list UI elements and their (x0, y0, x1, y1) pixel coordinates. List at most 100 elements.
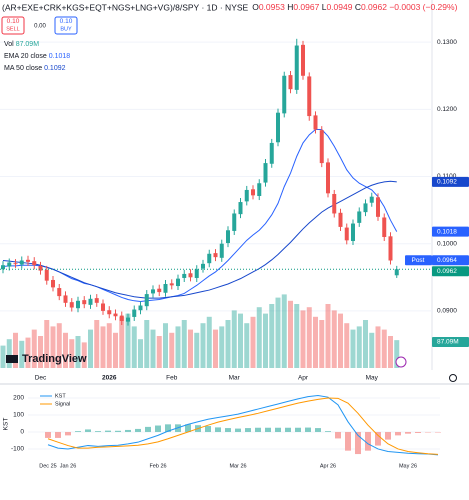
x-tick-label: 2026 (102, 375, 117, 382)
candle-body (57, 288, 62, 297)
candle-body (1, 265, 5, 270)
legend-label: KST (55, 393, 66, 399)
histogram-bar (215, 427, 221, 432)
logo: TradingView (22, 353, 87, 365)
volume-bar (288, 300, 293, 368)
candle-body (307, 76, 312, 117)
y-tick-label: 0.1100 (437, 173, 457, 180)
ohlc-key: L (322, 2, 327, 12)
x-tick-label: May 26 (399, 463, 417, 469)
candle-body (276, 112, 280, 143)
volume-bar (81, 342, 87, 368)
volume-bar (69, 339, 75, 368)
volume-bar (363, 320, 368, 368)
volume-bar (213, 329, 218, 368)
volume-bar (256, 307, 262, 368)
ohlc-key: C (355, 2, 361, 12)
histogram-bar (205, 426, 211, 432)
y-tick-label: 0 (20, 429, 24, 436)
volume-bar (219, 326, 225, 368)
candle-body (38, 265, 43, 271)
candle-body (394, 269, 399, 276)
volume-bar (250, 316, 256, 368)
candle-body (163, 284, 168, 293)
volume-bar (175, 326, 181, 368)
y-tick-label: 0.1300 (437, 39, 457, 46)
ma-line (2, 129, 398, 302)
histogram-bar (105, 430, 111, 432)
volume-bar (263, 313, 268, 368)
candle-body (282, 75, 287, 114)
histogram-bar (145, 426, 151, 432)
y-tick-label: -100 (11, 446, 24, 453)
histogram-bar (265, 427, 271, 432)
price-badge (432, 176, 469, 187)
candle-body (169, 283, 174, 286)
volume-bar (88, 329, 93, 368)
ohlc: O0.0953 H0.0967 L0.0949 C0.0962 −0.0003 … (252, 2, 457, 12)
volume-bar (75, 336, 81, 368)
volume-bar (188, 329, 193, 368)
candle-body (288, 75, 293, 90)
volume-value: 87.09M (437, 339, 459, 346)
volume-bar (63, 332, 68, 368)
volume-bar (156, 336, 162, 368)
histogram-bar (185, 424, 191, 432)
histogram-bar (395, 431, 401, 436)
volume-bar (50, 326, 56, 368)
volume-bar (131, 326, 137, 368)
volume-bar (25, 337, 31, 368)
volume-bar (19, 340, 25, 368)
histogram-bar (125, 429, 131, 432)
histogram-bar (95, 431, 101, 432)
y-tick-label: 200 (13, 395, 24, 402)
histogram-bar (375, 431, 381, 446)
candle-body (244, 189, 249, 202)
volume-bar (231, 310, 237, 368)
y-tick-label: 0.0900 (437, 308, 457, 315)
y-tick-label: 100 (13, 412, 24, 419)
histogram-bar (435, 431, 441, 433)
volume-bar (394, 340, 400, 368)
candle-body (44, 269, 49, 281)
ohlc-key: H (287, 2, 293, 12)
candle-body (351, 223, 355, 242)
candle-body (7, 262, 12, 267)
settings-icon[interactable] (449, 374, 457, 382)
price-badge (432, 266, 469, 277)
volume-bar (369, 332, 375, 368)
candle-body (326, 162, 330, 194)
buy-price: 0.10 (60, 18, 73, 25)
candle-body (269, 142, 274, 164)
volume-bar (13, 332, 18, 368)
candle-body (338, 212, 343, 227)
ohlc-value: 0.0953 (259, 2, 285, 12)
candle-body (82, 300, 87, 305)
indicator-value: 0.1092 (44, 65, 66, 72)
indicator-legend: Vol 87.09M (4, 41, 39, 48)
kst-line (47, 394, 439, 456)
candle-body (294, 45, 299, 90)
volume-bar (269, 304, 275, 368)
ohlc-value: 0.0962 (361, 2, 387, 12)
histogram-bar (225, 428, 231, 432)
buy-button[interactable] (54, 16, 78, 35)
sell-button[interactable] (1, 16, 25, 35)
indicator-legend: EMA 20 close 0.1018 (4, 53, 70, 60)
volume-bar (319, 320, 325, 368)
volume-bar (356, 326, 362, 368)
x-tick-label: Dec (35, 375, 47, 382)
volume-bar (38, 336, 43, 368)
volume-bar (31, 329, 37, 368)
x-tick-label: Jan 26 (60, 463, 77, 469)
candle-body (251, 189, 255, 196)
indicator-value: 0.1018 (49, 53, 71, 60)
ohlc-value: 0.0949 (326, 2, 352, 12)
price-badge-value: 0.1018 (437, 228, 457, 235)
volume-badge (432, 337, 469, 347)
volume-bar (119, 316, 125, 368)
candle-body (232, 213, 237, 231)
candle-body (157, 288, 162, 293)
alert-icon[interactable] (395, 356, 407, 368)
